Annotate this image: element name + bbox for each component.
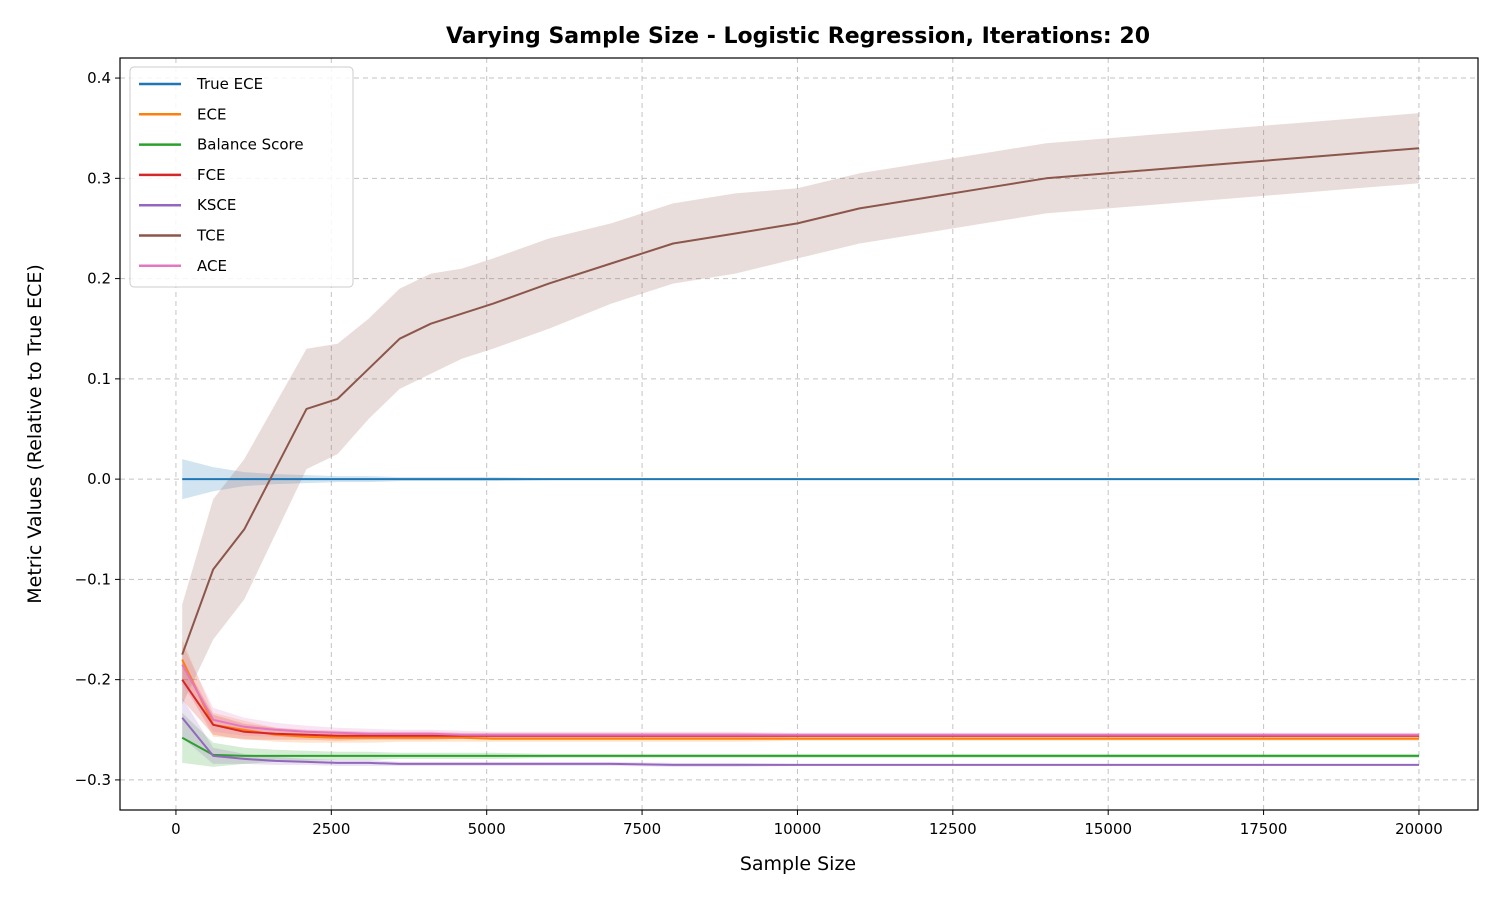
legend-label-balance-score: Balance Score	[197, 136, 304, 154]
y-tick-label: 0.4	[87, 69, 111, 87]
legend-label-tce: TCE	[196, 227, 225, 245]
x-tick-label: 7500	[623, 820, 661, 838]
series-line-tce	[181, 147, 1420, 655]
x-axis-ticks: 0 2500 5000 7500 10000 12500 15000 17500 20000	[171, 810, 1443, 838]
x-tick-label: 15000	[1084, 820, 1132, 838]
series-line-balance-score	[181, 736, 1419, 757]
y-tick-label: 0.2	[87, 270, 111, 288]
band-balance-score	[182, 712, 1420, 767]
legend-label-true-ece: True ECE	[196, 75, 263, 93]
y-axis-ticks: −0.3 −0.2 −0.1 0.0 0.1 0.2 0.3 0.4	[75, 69, 120, 789]
y-tick-label: −0.2	[75, 671, 111, 689]
series-line-ace	[181, 664, 1419, 736]
x-tick-label: 0	[171, 820, 181, 838]
x-axis-title: Sample Size	[740, 853, 856, 875]
x-tick-label: 20000	[1395, 820, 1443, 838]
y-tick-label: 0.0	[87, 470, 111, 488]
y-tick-label: −0.1	[75, 570, 111, 588]
legend: True ECE ECE Balance Score FCE KSCE TCE ACE	[129, 66, 354, 288]
x-tick-label: 12500	[929, 820, 977, 838]
y-axis-title: Metric Values (Relative to True ECE)	[24, 264, 46, 604]
x-tick-label: 2500	[312, 820, 350, 838]
x-tick-label: 17500	[1240, 820, 1288, 838]
band-ace	[182, 644, 1420, 739]
series-line-ece	[181, 659, 1419, 740]
y-tick-label: 0.3	[87, 169, 111, 187]
plot-area-frame	[119, 57, 1479, 811]
series-lines	[181, 147, 1420, 766]
series-line-ksce	[181, 717, 1419, 766]
legend-label-fce: FCE	[197, 166, 226, 184]
chart-title: Varying Sample Size - Logistic Regressio…	[446, 24, 1150, 49]
x-tick-label: 5000	[468, 820, 506, 838]
legend-label-ece: ECE	[197, 105, 226, 123]
legend-box	[129, 66, 354, 288]
band-tce	[182, 113, 1420, 705]
legend-label-ace: ACE	[197, 257, 227, 275]
x-tick-label: 10000	[774, 820, 822, 838]
y-tick-label: −0.3	[75, 771, 111, 789]
band-ksce	[182, 697, 1420, 767]
legend-label-ksce: KSCE	[197, 196, 236, 214]
y-tick-label: 0.1	[87, 370, 111, 388]
